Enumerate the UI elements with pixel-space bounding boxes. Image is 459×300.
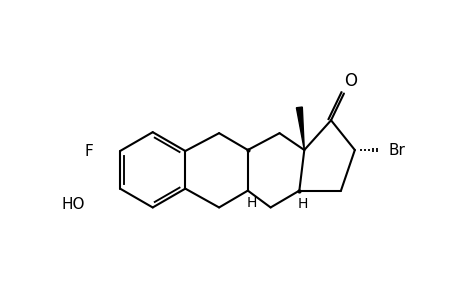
Text: H: H: [297, 197, 307, 212]
Polygon shape: [296, 107, 304, 150]
Text: H: H: [246, 196, 257, 209]
Text: Br: Br: [388, 142, 404, 158]
Text: O: O: [344, 72, 357, 90]
Text: F: F: [85, 145, 94, 160]
Text: HO: HO: [62, 197, 85, 212]
